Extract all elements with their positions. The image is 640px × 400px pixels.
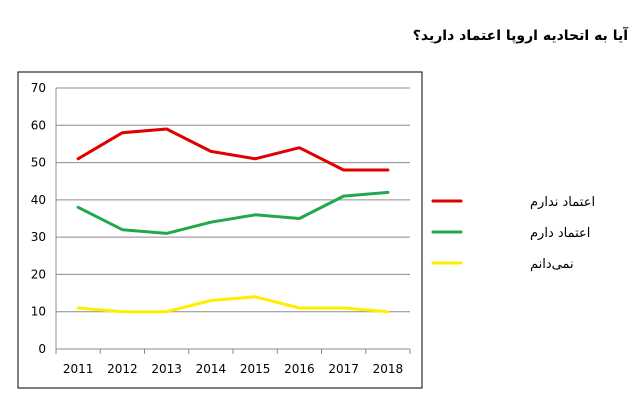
chart-title: آیا به اتحادیه اروپا اعتماد دارید؟ (412, 28, 628, 44)
series-line (76, 190, 390, 235)
x-tick-label: 2016 (284, 362, 315, 376)
y-tick-label: 30 (31, 230, 46, 244)
legend-label: اعتماد ندارم (530, 195, 595, 210)
x-tick-label: 2012 (107, 362, 138, 376)
series-line (76, 127, 390, 172)
x-tick-label: 2018 (373, 362, 404, 376)
y-tick-label: 0 (38, 342, 46, 356)
x-tick-label: 2017 (328, 362, 359, 376)
x-tick-label: 2015 (240, 362, 271, 376)
x-tick-label: 2014 (196, 362, 227, 376)
x-tick-label: 2011 (63, 362, 94, 376)
y-tick-label: 60 (31, 118, 46, 132)
legend-label: اعتماد دارم (530, 226, 590, 241)
y-tick-label: 70 (31, 81, 46, 95)
x-tick-label: 2013 (151, 362, 182, 376)
y-tick-label: 50 (31, 156, 46, 170)
y-tick-label: 40 (31, 193, 46, 207)
chart-frame (17, 71, 423, 389)
series-line (76, 295, 390, 314)
y-tick-label: 20 (31, 267, 46, 281)
y-tick-label: 10 (31, 305, 46, 319)
legend-label: نمی‌دانم (530, 257, 574, 272)
